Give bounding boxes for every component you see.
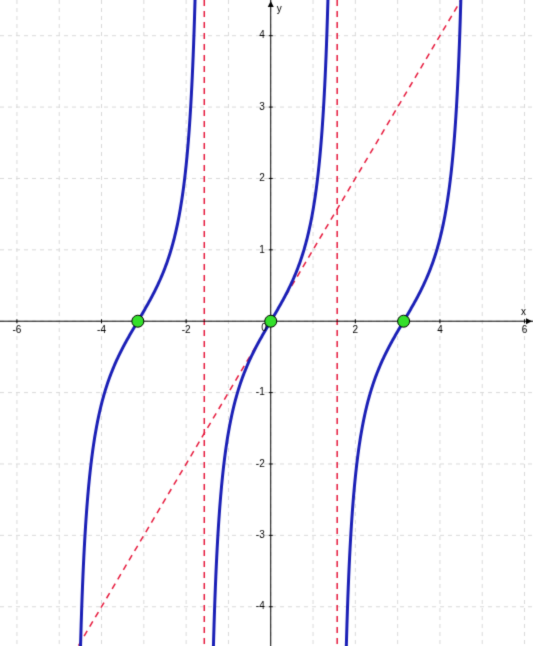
- tangent-plot: [0, 0, 533, 646]
